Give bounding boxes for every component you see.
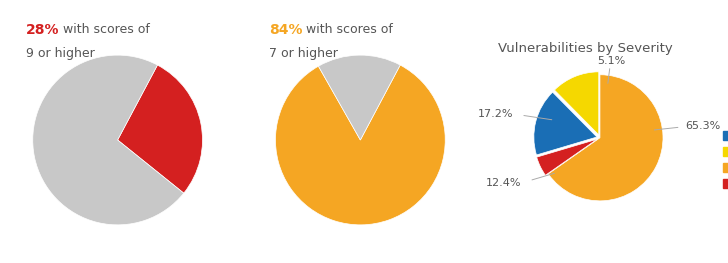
Text: 12.4%: 12.4% xyxy=(486,178,521,188)
Wedge shape xyxy=(534,92,597,155)
Wedge shape xyxy=(275,65,446,225)
Text: 84%: 84% xyxy=(269,23,302,37)
Wedge shape xyxy=(537,139,597,175)
Text: 28%: 28% xyxy=(26,23,60,37)
Legend: LOW, MEDIUM, HIGH, CRITICAL: LOW, MEDIUM, HIGH, CRITICAL xyxy=(724,131,728,189)
Text: 17.2%: 17.2% xyxy=(478,109,513,119)
Wedge shape xyxy=(318,55,400,140)
Text: 7 or higher: 7 or higher xyxy=(269,47,338,60)
Wedge shape xyxy=(118,65,202,193)
Text: 5.1%: 5.1% xyxy=(597,56,625,66)
Text: Vulnerabilities by Severity: Vulnerabilities by Severity xyxy=(498,42,673,55)
Text: with scores of: with scores of xyxy=(302,23,392,36)
Wedge shape xyxy=(548,75,663,201)
Text: with scores of: with scores of xyxy=(59,23,150,36)
Wedge shape xyxy=(555,72,598,135)
Text: 9 or higher: 9 or higher xyxy=(26,47,95,60)
Text: 65.3%: 65.3% xyxy=(685,122,720,132)
Wedge shape xyxy=(33,55,183,225)
